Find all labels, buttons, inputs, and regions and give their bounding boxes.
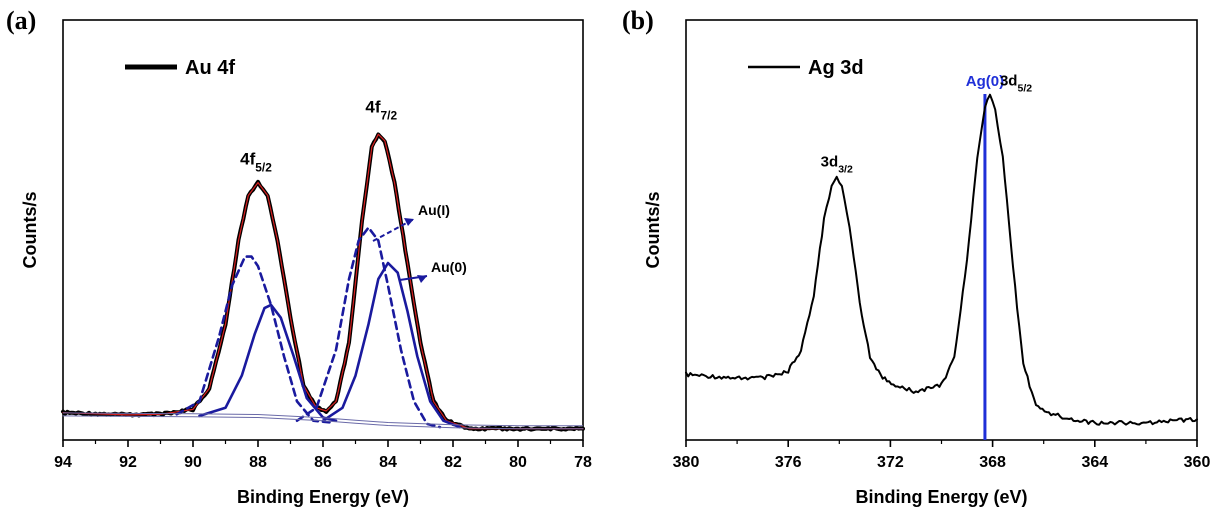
legend-label: Au 4f [185,57,235,79]
x-tick-label: 84 [379,454,397,471]
annotation-label: Au(0) [431,259,467,275]
chart-panel-b: 380 376 372 368 364 360 Binding Energy (eV) Cou… [643,19,1211,507]
x-tick-label: 380 [673,454,700,471]
peak-label: 4f7/2 [365,97,397,122]
series-line-au-i-4f5-2 [175,255,331,424]
background-line-upper [62,412,583,427]
peak-label: 3d3/2 [821,153,853,175]
annotation-arrowhead [404,218,414,226]
series-line-background [62,415,584,430]
series-line-envelope-fit [62,133,584,430]
series-line-ag-3d [685,93,1198,426]
series-line-au-4f [61,132,585,432]
x-tick-label: 78 [574,454,592,471]
x-tick-label: 82 [444,454,462,471]
annotation-arrowhead [417,275,427,283]
x-axis-label: Binding Energy (eV) [237,487,409,507]
series-line-au-0-4f7-2 [321,261,461,429]
y-axis-label: Counts/s [20,191,40,268]
peak-label: 4f5/2 [240,150,272,175]
annotation-label: Au(I) [418,202,450,218]
x-tick-label: 94 [54,454,72,471]
x-tick-label: 360 [1184,454,1211,471]
panel-label-b: (b) [622,6,654,35]
x-tick-label: 368 [979,454,1006,471]
x-tick-label: 80 [509,454,527,471]
x-tick-label: 90 [184,454,202,471]
series-line-au-i-4f7-2 [295,226,442,429]
peak-label: 3d5/2 [1000,73,1032,95]
series-line-au-0-4f5-2 [198,303,338,422]
x-axis-label: Binding Energy (eV) [855,487,1027,507]
chart-panel-a: 94 92 90 88 86 84 82 80 78 Binding Energy (eV) Cou… [20,19,592,507]
reference-line-label: Ag(0) [966,73,1004,90]
x-tick-label: 364 [1081,454,1108,471]
x-tick-label: 376 [775,454,802,471]
plot-frame [62,19,584,441]
legend-label: Ag 3d [808,57,864,79]
panel-label-a: (a) [6,6,37,35]
x-tick-label: 86 [314,454,332,471]
y-axis-label: Counts/s [643,191,663,268]
x-tick-label: 92 [119,454,137,471]
x-tick-label: 372 [877,454,904,471]
x-tick-label: 88 [249,454,267,471]
